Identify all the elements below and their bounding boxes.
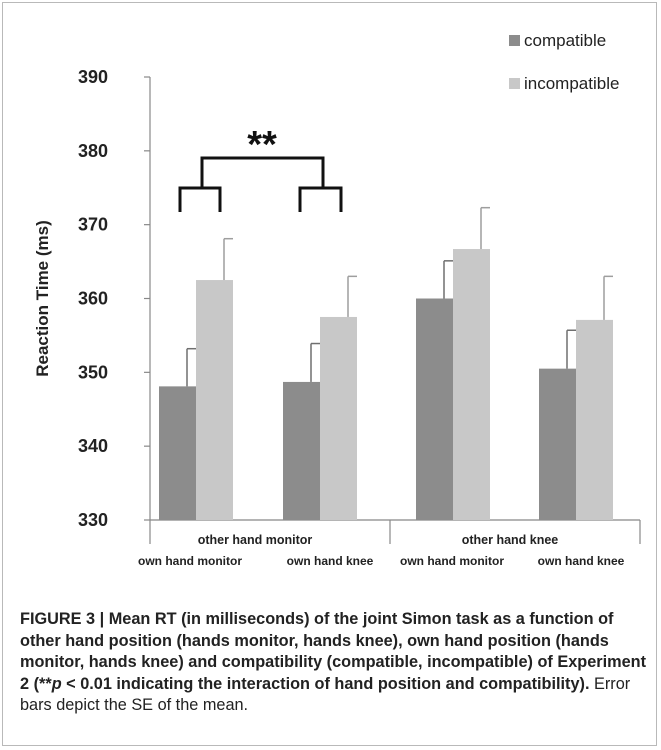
figure-caption: FIGURE 3 | Mean RT (in milliseconds) of … [20, 609, 650, 717]
legend-swatch-compatible [509, 35, 520, 46]
y-axis-title: Reaction Time (ms) [33, 220, 52, 377]
bar-compatible [539, 368, 576, 520]
significance-stars: ** [247, 124, 277, 166]
caption-bold-text-1: Mean RT (in milliseconds) of the joint S… [20, 610, 647, 693]
caption-plain-text: Error bars depict the SE of the mean. [20, 674, 631, 715]
bar-incompatible [576, 319, 613, 520]
y-tick-label: 370 [78, 215, 108, 235]
significance-bracket-left [178, 186, 222, 212]
y-tick-label: 390 [78, 67, 108, 87]
significance-bracket-top [200, 156, 325, 188]
x-category-label: own hand knee [287, 554, 374, 568]
legend-label-compatible: compatible [524, 31, 606, 50]
significance-bracket-right [298, 186, 343, 212]
bar-incompatible [320, 316, 357, 520]
bar-incompatible [196, 280, 233, 520]
y-tick-label: 360 [78, 289, 108, 309]
x-category-label: own hand monitor [138, 554, 242, 568]
bar-compatible [416, 298, 453, 520]
y-tick-label: 380 [78, 141, 108, 161]
legend-swatch-incompatible [509, 78, 520, 89]
bar-compatible [159, 386, 196, 520]
x-group-label: other hand monitor [198, 533, 313, 547]
y-tick-label: 340 [78, 436, 108, 456]
x-category-label: own hand knee [538, 554, 625, 568]
x-group-label: other hand knee [462, 533, 559, 547]
x-category-label: own hand monitor [400, 554, 504, 568]
chart: 330 340 350 360 370 380 390 Reaction Time (ms) o… [33, 31, 641, 568]
bar-incompatible [453, 249, 490, 520]
legend-label-incompatible: incompatible [524, 74, 619, 93]
caption-label: FIGURE 3 | [20, 610, 105, 628]
caption-bold-text-2: < 0.01 indicating the interaction of han… [61, 674, 590, 693]
y-tick-label: 330 [78, 510, 108, 530]
caption-p-symbol: p [51, 674, 62, 693]
y-tick-label: 350 [78, 362, 108, 382]
bar-compatible [283, 381, 320, 520]
